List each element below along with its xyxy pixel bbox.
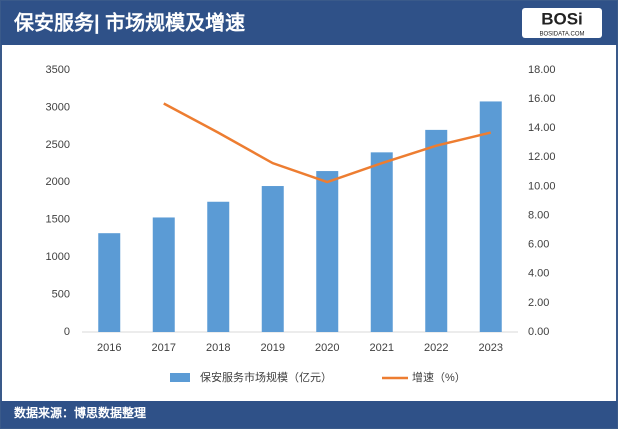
line [163, 102, 492, 184]
bar [207, 201, 230, 332]
y2-tick-label: 18.00 [528, 64, 556, 76]
legend-label: 保安服务市场规模（亿元） [200, 370, 332, 384]
bar [479, 101, 502, 332]
x-tick-label: 2021 [370, 342, 394, 354]
y2-tick-label: 2.00 [528, 297, 549, 309]
x-tick-label: 2023 [479, 342, 503, 354]
bar [425, 129, 448, 332]
logo-box [522, 8, 602, 38]
y2-tick-label: 0.00 [528, 326, 549, 338]
logo-url: BOSIDATA.COM [539, 32, 584, 38]
bar [316, 171, 339, 332]
source: 数据来源：博思数据整理 [14, 405, 146, 420]
y-tick-label: 3500 [46, 64, 70, 76]
y-tick-label: 500 [52, 288, 70, 300]
x-tick-label: 2020 [315, 342, 339, 354]
y-tick-label: 1000 [46, 251, 70, 263]
x-tick-label: 2018 [206, 342, 230, 354]
x-tick-label: 2019 [261, 342, 285, 354]
x-tick-label: 2017 [152, 342, 176, 354]
footer-band [1, 401, 617, 428]
y-tick-label: 0 [64, 326, 70, 338]
logo: BOSi [541, 9, 583, 28]
y2-tick-label: 6.00 [528, 239, 549, 251]
bar [98, 233, 121, 332]
y2-tick-label: 10.00 [528, 180, 556, 192]
legend-swatch [170, 373, 190, 382]
y-tick-label: 2500 [46, 139, 70, 151]
y2-tick-label: 4.00 [528, 268, 549, 280]
bar [370, 152, 393, 332]
x-tick-label: 2016 [97, 342, 121, 354]
y2-tick-label: 8.00 [528, 209, 549, 221]
bar [261, 186, 284, 332]
y-tick-label: 2000 [46, 176, 70, 188]
chart-title: 保安服务| 市场规模及增速 [13, 10, 245, 34]
y-tick-label: 3000 [46, 101, 70, 113]
y2-tick-label: 16.00 [528, 93, 556, 105]
legend-label: 增速（%） [412, 370, 466, 384]
x-tick-label: 2022 [424, 342, 448, 354]
header-band [1, 1, 617, 45]
y-tick-label: 1500 [46, 214, 70, 226]
y2-tick-label: 12.00 [528, 151, 556, 163]
bar [152, 217, 175, 332]
y2-tick-label: 14.00 [528, 122, 556, 134]
